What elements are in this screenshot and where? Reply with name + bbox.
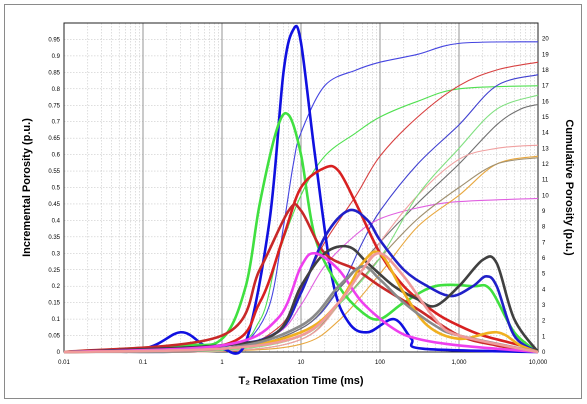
y-right-tick-label: 11 [542, 178, 549, 184]
y-right-tick-label: 0 [542, 350, 546, 356]
y-right-tick-label: 4 [542, 287, 546, 293]
y-right-axis-label: Cumulative Porosity (p.u.) [563, 119, 575, 256]
y-right-tick-label: 8 [542, 225, 546, 231]
y-left-axis-label: Incremental Porosity (p.u.) [21, 118, 33, 257]
y-left-axis-ticks: 0 0.05 0.1 0.15 0.2 0.25 0.3 0.35 0.4 0.45 0.5 0.55… [48, 37, 60, 356]
y-right-tick-label: 2 [542, 319, 546, 325]
y-right-tick-label: 1 [542, 334, 546, 340]
y-left-tick-label: 0.55 [48, 169, 60, 175]
y-left-tick-label: 0.15 [48, 301, 60, 307]
x-tick-label: 1 [220, 360, 224, 366]
y-left-tick-label: 0.35 [48, 235, 60, 241]
y-right-tick-label: 9 [542, 209, 546, 215]
y-right-tick-label: 10 [542, 193, 549, 199]
x-tick-label: 1,000 [451, 360, 467, 366]
y-left-tick-label: 0.05 [48, 334, 60, 340]
y-right-tick-label: 20 [542, 37, 549, 43]
x-axis-ticks: 0.01 0.1 1 10 100 1,000 10,000 [58, 360, 548, 366]
y-right-tick-label: 19 [542, 52, 549, 58]
y-right-tick-label: 15 [542, 115, 549, 121]
x-tick-label: 0.01 [58, 360, 70, 366]
y-left-tick-label: 0.25 [48, 268, 60, 274]
y-right-tick-label: 6 [542, 256, 546, 262]
y-left-tick-label: 0.6 [52, 153, 61, 159]
y-left-tick-label: 0.75 [48, 103, 60, 109]
x-tick-label: 10,000 [529, 360, 548, 366]
y-left-tick-label: 0.85 [48, 70, 60, 76]
y-left-tick-label: 0.3 [52, 251, 61, 257]
y-left-tick-label: 0.9 [52, 54, 61, 60]
y-left-tick-label: 0.2 [52, 284, 61, 290]
y-right-tick-label: 13 [542, 146, 549, 152]
y-left-tick-label: 0.45 [48, 202, 60, 208]
y-right-tick-label: 12 [542, 162, 549, 168]
y-right-tick-label: 18 [542, 68, 549, 74]
y-left-tick-label: 0.95 [48, 37, 60, 43]
y-right-tick-label: 16 [542, 99, 549, 105]
x-tick-label: 10 [298, 360, 305, 366]
y-left-tick-label: 0.7 [52, 120, 61, 126]
y-left-tick-label: 0.5 [52, 186, 61, 192]
y-right-tick-label: 17 [542, 84, 549, 90]
x-axis-label: T₂ Relaxation Time (ms) [238, 375, 363, 387]
x-tick-label: 100 [375, 360, 386, 366]
y-left-tick-label: 0.1 [52, 317, 61, 323]
y-left-tick-label: 0.8 [52, 87, 61, 93]
y-left-tick-label: 0 [57, 350, 61, 356]
y-left-tick-label: 0.4 [52, 218, 61, 224]
y-right-tick-label: 5 [542, 272, 546, 278]
y-right-tick-label: 7 [542, 240, 546, 246]
x-tick-label: 0.1 [139, 360, 148, 366]
y-right-tick-label: 3 [542, 303, 546, 309]
y-left-tick-label: 0.65 [48, 136, 60, 142]
y-right-tick-label: 14 [542, 131, 549, 137]
